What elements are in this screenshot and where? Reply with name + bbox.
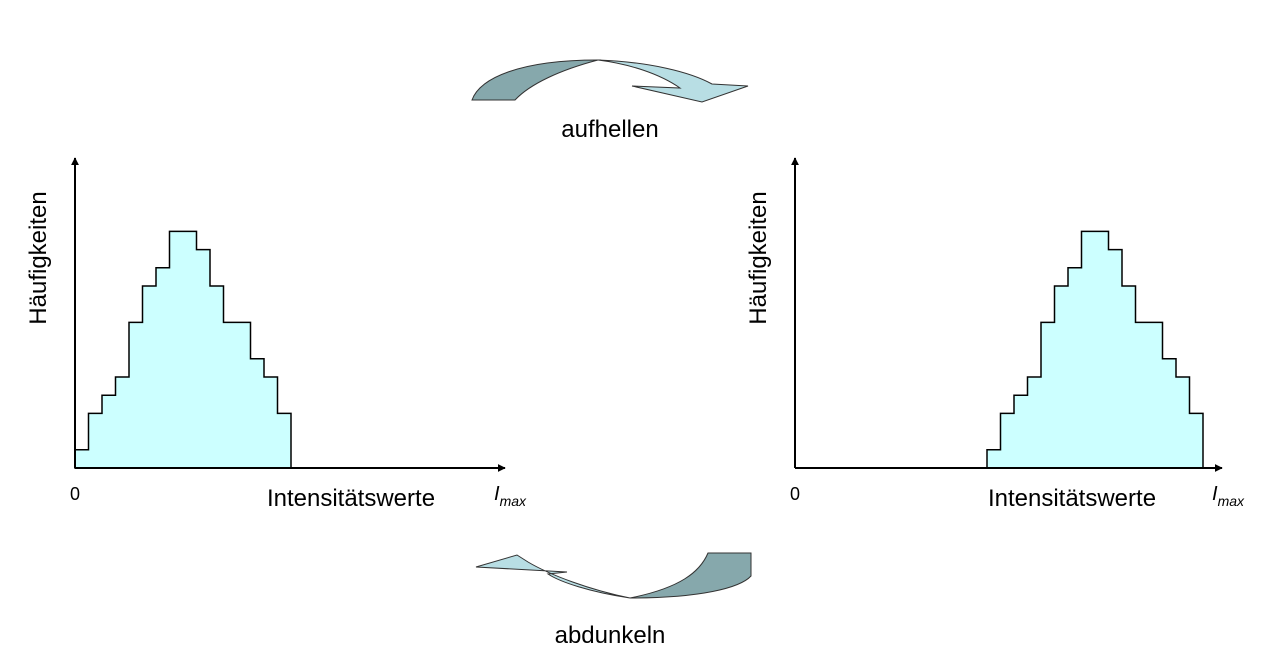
histogram-left-xlabel: Intensitätswerte — [267, 485, 435, 512]
brighten-arrow — [471, 59, 749, 103]
histogram-left-max-label: Imax — [494, 483, 527, 509]
caption-brighten: aufhellen — [561, 116, 658, 143]
histogram-left-ylabel: Häufigkeiten — [25, 191, 52, 324]
histogram-left-bars — [74, 230, 292, 469]
histogram-right-ylabel: Häufigkeiten — [745, 191, 772, 324]
darken-arrow — [475, 552, 752, 599]
histogram-right-max-label: Imax — [1212, 483, 1245, 509]
histogram-right: Häufigkeiten 0 Intensitätswerte Imax — [745, 157, 1245, 512]
brighten-arrow-head — [597, 59, 749, 103]
brighten-arrow-tail — [471, 59, 599, 101]
histogram-left-origin-label: 0 — [70, 484, 80, 504]
histogram-right-bars — [986, 230, 1204, 469]
darken-arrow-head — [475, 554, 631, 599]
histogram-right-xlabel: Intensitätswerte — [988, 485, 1156, 512]
caption-darken: abdunkeln — [555, 622, 666, 649]
histogram-right-origin-label: 0 — [790, 484, 800, 504]
histogram-left: Häufigkeiten 0 Intensitätswerte Imax — [25, 157, 527, 512]
darken-arrow-tail — [629, 552, 752, 599]
